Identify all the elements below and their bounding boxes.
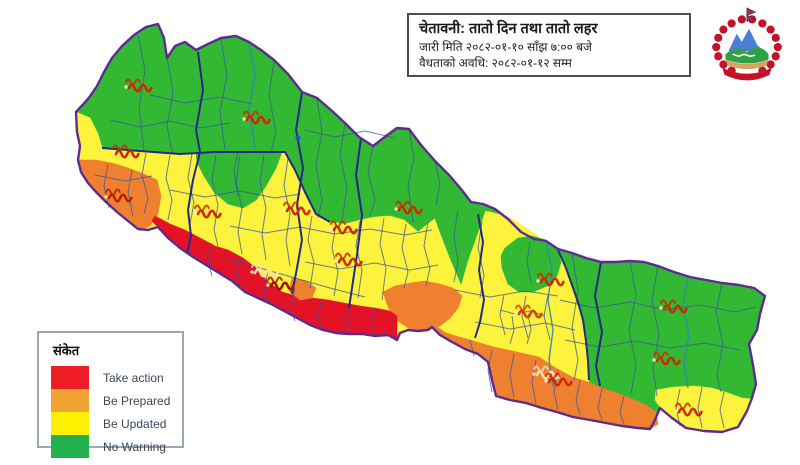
- heatwave-icon: [104, 188, 133, 203]
- issued-date-line: जारी मिति २०८२-०१-१० साँझ ७:०० बजे: [419, 39, 592, 54]
- flower-wreath: [712, 15, 782, 75]
- warning-title: चेतावनी: तातो दिन तथा तातो लहर: [419, 21, 598, 37]
- legend-item: Be Updated: [51, 412, 182, 435]
- heatwave-icon: [124, 78, 153, 93]
- heatwave-icon: [266, 276, 295, 291]
- legend-swatch: [51, 435, 89, 458]
- heatwave-icon: [659, 299, 688, 314]
- legend-label: Take action: [103, 370, 164, 385]
- heatwave-symbols: [104, 78, 703, 417]
- warning-header-box: चेतावनी: तातो दिन तथा तातो लहर जारी मिति…: [407, 13, 691, 77]
- nepal-government-emblem-logo: [712, 7, 782, 81]
- legend-label: No Warning: [103, 439, 166, 454]
- province-borders: [101, 51, 603, 387]
- legend-swatch: [51, 366, 89, 389]
- legend-swatch: [51, 389, 89, 412]
- terai-field-icon: [725, 59, 769, 70]
- heatwave-icon: [111, 144, 140, 159]
- legend: संकेत Take action Be Prepared Be Updated No…: [37, 331, 184, 458]
- nepal-map-silhouette: [732, 53, 756, 58]
- validity-line: वैधताको अवधि: २०८२-०१-१२ सम्म: [419, 56, 572, 71]
- heatwave-icon: [282, 201, 311, 216]
- legend-item: Take action: [51, 366, 182, 389]
- green-patch-surkhet: [195, 151, 283, 209]
- himalaya-icon: [728, 28, 764, 52]
- heatwave-icon: [536, 272, 565, 287]
- heatwave-icon: [674, 402, 703, 417]
- legend-item: Be Prepared: [51, 389, 182, 412]
- map-outline-fill: [76, 24, 765, 432]
- heatwave-icon: [514, 304, 543, 319]
- rivers: [248, 41, 690, 389]
- legend-label: Be Prepared: [103, 393, 171, 408]
- heatwave-icon: [544, 372, 573, 387]
- map-outer-border: [74, 22, 767, 434]
- legend-title: संकेत: [53, 343, 80, 358]
- legend-swatch: [51, 412, 89, 435]
- heatwave-icon: [334, 252, 363, 267]
- heatwave-icon: [242, 110, 271, 125]
- legend-items: Take action Be Prepared Be Updated No Warni…: [51, 366, 182, 458]
- legend-item: No Warning: [51, 435, 182, 458]
- heatwave-icon: [652, 351, 681, 366]
- legend-label: Be Updated: [103, 416, 167, 431]
- motto-ribbon: [722, 67, 772, 81]
- nepal-flag-icon: [745, 7, 757, 23]
- heatwave-icon: [329, 220, 358, 235]
- lake: [295, 135, 301, 141]
- warning-regions: [75, 111, 752, 433]
- heatwave-icon: [394, 200, 423, 215]
- heatwave-icon: [250, 263, 279, 278]
- green-patch-gorkha: [430, 206, 487, 285]
- heatwave-icon: [193, 204, 222, 219]
- orange-chitwan: [382, 280, 463, 331]
